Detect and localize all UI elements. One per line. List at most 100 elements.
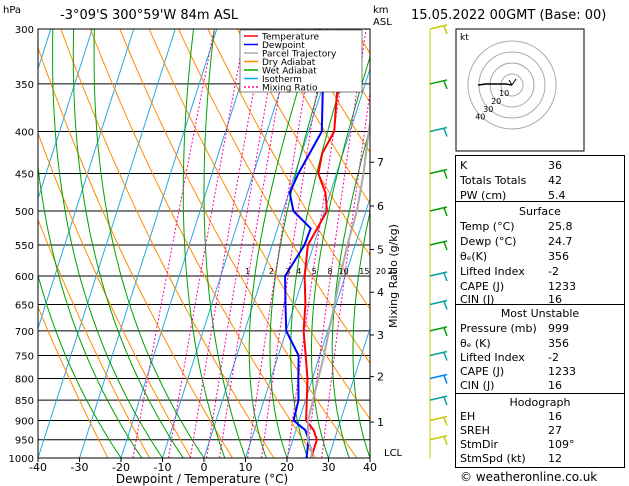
dry-adiabat-line: [38, 218, 150, 458]
wind-barbs: [429, 24, 448, 458]
wet-adiabat-line: [38, 273, 122, 458]
legend-label: Dry Adiabat: [262, 58, 316, 68]
hpa-label: hPa: [3, 5, 21, 16]
pressure-tick-label: 1000: [9, 454, 34, 465]
wind-barb: [429, 415, 448, 422]
wind-barb: [429, 24, 448, 30]
mixing-ratio-label: 4: [296, 267, 301, 276]
pressure-tick-label: 500: [15, 207, 34, 218]
wind-barb: [429, 206, 448, 212]
mixing-ratio-line: [167, 29, 246, 458]
hodograph-panel: Hodograph EH 16 SREH 27 StmDir 109° StmSpd …: [455, 393, 625, 468]
pressure-tick-label: 850: [15, 396, 34, 407]
mixing-ratio-label: 20: [376, 267, 386, 276]
mixing-ratio-line: [306, 29, 367, 458]
pressure-tick-label: 750: [15, 351, 34, 362]
wind-barb: [429, 240, 448, 246]
wind-barb: [429, 126, 448, 133]
pressure-tick-label: 700: [15, 327, 34, 338]
wet-adiabat-line: [52, 29, 163, 458]
temp-tick-label: 30: [322, 461, 336, 474]
surface-row-cin: CIN (J) 16: [460, 293, 562, 306]
dry-adiabat-line: [38, 305, 109, 458]
isotherm-line: [38, 29, 135, 331]
mixing-ratio-label: 10: [338, 267, 348, 276]
pressure-tick-label: 900: [15, 416, 34, 427]
most-unstable-panel: Most Unstable Pressure (mb) 999 θₑ (K) 356…: [455, 304, 625, 395]
series-line-parcel-trajectory: [306, 117, 370, 458]
mixing-ratio-label: 8: [327, 267, 332, 276]
mixing-ratio-line: [321, 89, 370, 458]
isotherm-line: [79, 29, 218, 458]
pressure-tick-label: 600: [15, 272, 34, 283]
wet-adiabat-line: [38, 162, 143, 458]
temp-tick-label: 40: [363, 461, 377, 474]
wind-barb: [429, 299, 448, 306]
km-tick-label: 4: [377, 286, 384, 299]
wind-barb: [429, 326, 448, 332]
hodo-row-eh: EH 16: [460, 410, 562, 423]
wind-barb-flag: [443, 417, 448, 426]
isotherm-line: [328, 326, 370, 458]
dry-adiabat-line: [60, 29, 275, 458]
pressure-tick-label: 350: [15, 80, 34, 91]
dry-adiabat-line: [178, 29, 370, 365]
hodograph-storm-motion: [508, 78, 517, 86]
wind-barb: [429, 434, 448, 441]
legend-label: Dewpoint: [262, 41, 305, 51]
wind-barb: [429, 79, 448, 85]
wind-barb-flag: [443, 436, 448, 445]
isotherm-line: [203, 29, 342, 458]
series-line-dewpoint: [284, 29, 324, 458]
dry-adiabat-line: [38, 131, 192, 458]
surface-title: Surface: [519, 205, 561, 218]
mu-row-pressure: Pressure (mb) 999: [460, 322, 569, 335]
legend-label: Wet Adiabat: [262, 67, 317, 77]
mu-row-li: Lifted Index -2: [460, 351, 559, 364]
profile-lines: [284, 29, 370, 458]
mixing-ratio-axis-title: Mixing Ratio (g/kg): [387, 224, 400, 328]
mixing-ratio-line: [261, 29, 328, 458]
isotherm-line: [38, 29, 93, 201]
hodograph-ring: [500, 73, 524, 97]
wind-barb-flag: [443, 272, 448, 282]
wet-adiabat-line: [311, 55, 370, 458]
wet-adiabat-line: [72, 29, 184, 458]
surface-row-cape: CAPE (J) 1233: [460, 280, 576, 293]
mixing-ratio-label: 3: [285, 267, 290, 276]
hodograph-ring: [467, 40, 557, 130]
pressure-tick-label: 550: [15, 241, 34, 252]
wet-adiabat-line: [269, 29, 338, 458]
index-row-pw: PW (cm) 5.4: [460, 189, 566, 202]
pressure-tick-label: 300: [15, 25, 34, 36]
wind-barb-flag: [443, 327, 448, 337]
surface-panel: Surface Temp (°C) 25.8 Dewp (°C) 24.7 θₑ(K…: [455, 201, 625, 306]
dry-adiabat-line: [266, 29, 370, 205]
km-tick-label: 5: [377, 243, 384, 256]
wind-barb: [429, 373, 448, 380]
isotherm-line: [245, 67, 370, 458]
wind-barb: [429, 350, 448, 357]
x-axis-title: Dewpoint / Temperature (°C): [116, 472, 288, 486]
location-title: -3°09'S 300°59'W 84m ASL: [60, 8, 239, 23]
mixing-ratio-label: 25: [387, 267, 397, 276]
pressure-tick-label: 800: [15, 374, 34, 385]
wind-barb-flag: [443, 241, 448, 251]
wind-barb: [429, 168, 448, 175]
datetime-title: 15.05.2022 00GMT (Base: 00): [411, 8, 606, 23]
mixing-ratio-label: 2: [269, 267, 274, 276]
legend-box: [239, 29, 363, 93]
hodo-row-stmspd: StmSpd (kt) 12: [460, 452, 562, 465]
mixing-ratio-line: [206, 29, 280, 458]
dry-adiabat-line: [237, 29, 370, 257]
temp-tick-label: -20: [112, 461, 130, 474]
km-tick-label: 3: [377, 329, 384, 342]
hodo-row-sreh: SREH 27: [460, 424, 562, 437]
wet-adiabat-line: [203, 29, 246, 458]
pressure-tick-label: 400: [15, 128, 34, 139]
lcl-label: LCL: [384, 448, 403, 459]
temp-tick-label: 0: [201, 461, 208, 474]
km-label: km: [373, 5, 389, 16]
